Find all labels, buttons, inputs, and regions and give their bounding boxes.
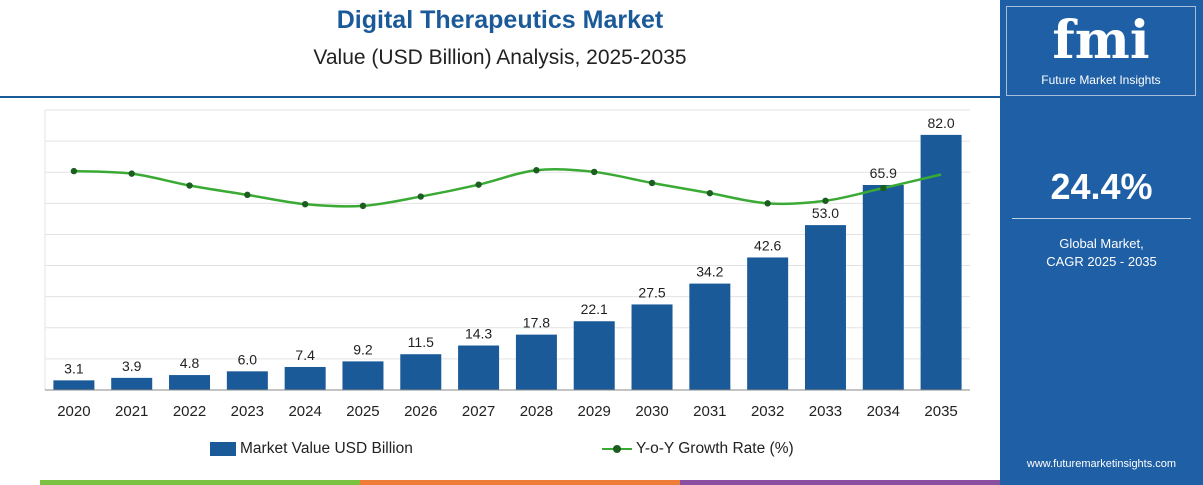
strip-orange xyxy=(360,480,680,485)
bar-value-label-2025: 9.2 xyxy=(353,341,373,357)
x-tick-label-2025: 2025 xyxy=(346,403,379,420)
chart-plot: 3.1 3.9 4.8 6.0 7.4 9.2 11.5 14.3 17.8 22.1 27.5 34… xyxy=(44,109,970,420)
bar-value-label-2032: 42.6 xyxy=(754,237,781,253)
x-tick-label-2035: 2035 xyxy=(924,403,957,420)
cagr-label-line2: CAGR 2025 - 2035 xyxy=(1046,254,1157,269)
bar-2028 xyxy=(515,334,557,390)
bar-2030 xyxy=(631,304,673,390)
x-tick-label-2031: 2031 xyxy=(693,403,726,420)
x-tick-label-2032: 2032 xyxy=(751,403,784,420)
cagr-value: 24.4% xyxy=(1050,166,1153,207)
bar-value-label-2021: 3.9 xyxy=(122,358,142,374)
bar-2020 xyxy=(53,380,95,390)
fmi-logo: fmi Future Market Insights xyxy=(1006,6,1196,96)
bar-value-label-2029: 22.1 xyxy=(581,301,608,317)
title-divider xyxy=(0,96,1000,98)
x-tick-label-2028: 2028 xyxy=(520,403,553,420)
bar-value-label-2034: 65.9 xyxy=(870,165,897,181)
x-tick-label-2023: 2023 xyxy=(231,403,264,420)
growth-rate-point-2022 xyxy=(186,182,193,189)
x-tick-label-2021: 2021 xyxy=(115,403,148,420)
x-tick-label-2020: 2020 xyxy=(57,403,90,420)
chart-title: Digital Therapeutics Market xyxy=(336,6,664,34)
legend-item-market-value: Market Value USD Billion xyxy=(210,440,413,458)
website-link[interactable]: www.futuremarketinsights.com xyxy=(1026,458,1177,470)
growth-rate-line xyxy=(73,168,942,208)
growth-rate-point-2031 xyxy=(706,189,714,197)
bar-2023 xyxy=(226,371,268,390)
growth-rate-point-2029 xyxy=(591,168,598,176)
bar-2022 xyxy=(169,375,211,390)
logo-subtext: Future Market Insights xyxy=(1041,73,1161,87)
bar-value-label-2031: 34.2 xyxy=(696,264,723,280)
bar-2031 xyxy=(689,283,731,390)
growth-rate-point-2020 xyxy=(70,167,78,175)
bar-2025 xyxy=(342,361,384,390)
bar-2033 xyxy=(804,225,846,390)
growth-rate-point-2023 xyxy=(244,191,251,199)
bar-2032 xyxy=(747,257,789,390)
bars-group xyxy=(53,134,962,390)
bar-2021 xyxy=(111,377,153,390)
chart-legend: Market Value USD Billion Y-o-Y Growth Ra… xyxy=(210,440,850,462)
bar-value-label-2026: 11.5 xyxy=(408,334,434,350)
bottom-color-strip xyxy=(40,480,1000,485)
x-tick-label-2024: 2024 xyxy=(288,403,321,420)
x-tick-label-2027: 2027 xyxy=(462,403,495,420)
panel-divider xyxy=(1012,218,1191,219)
x-tick-label-2026: 2026 xyxy=(404,403,437,420)
bar-2024 xyxy=(284,366,326,390)
bar-2026 xyxy=(400,354,442,390)
strip-green xyxy=(40,480,360,485)
bar-value-label-2023: 6.0 xyxy=(238,351,258,367)
legend-label-market-value: Market Value USD Billion xyxy=(240,440,413,457)
growth-rate-point-2027 xyxy=(475,181,482,188)
bar-value-label-2035: 82.0 xyxy=(927,115,954,131)
x-tick-label-2034: 2034 xyxy=(867,403,900,420)
growth-rate-point-2032 xyxy=(764,200,771,207)
bar-value-label-2024: 7.4 xyxy=(295,347,315,363)
growth-rate-point-2030 xyxy=(648,179,656,187)
legend-item-growth-rate: Y-o-Y Growth Rate (%) xyxy=(602,440,794,458)
bar-2035 xyxy=(920,134,962,390)
x-tick-label-2029: 2029 xyxy=(578,403,611,420)
legend-bar-swatch xyxy=(210,442,236,456)
side-panel: fmi Future Market Insights 24.4% Global … xyxy=(1000,0,1203,485)
x-tick-label-2033: 2033 xyxy=(809,403,842,420)
growth-rate-point-2026 xyxy=(417,193,424,200)
x-axis: 2020 2021 2022 2023 2024 2025 2026 2027 2028 2029… xyxy=(45,389,970,420)
growth-rate-point-2025 xyxy=(359,202,367,210)
x-tick-label-2022: 2022 xyxy=(173,403,206,420)
logo-wordmark: fmi xyxy=(1052,10,1150,71)
growth-line-group xyxy=(70,167,942,210)
chart-subtitle: Value (USD Billion) Analysis, 2025-2035 xyxy=(313,46,687,69)
bar-value-label-2030: 27.5 xyxy=(638,284,665,300)
bar-2027 xyxy=(458,345,500,390)
cagr-label-line1: Global Market, xyxy=(1059,236,1144,251)
strip-purple xyxy=(680,480,1000,485)
bar-value-label-2022: 4.8 xyxy=(180,355,200,371)
bar-2029 xyxy=(573,321,615,390)
bar-value-label-2027: 14.3 xyxy=(465,326,492,342)
legend-line-swatch xyxy=(602,442,632,456)
growth-rate-point-2033 xyxy=(822,197,829,204)
grid-lines xyxy=(44,109,970,391)
growth-rate-point-2021 xyxy=(128,170,135,177)
bar-value-label-2033: 53.0 xyxy=(812,205,839,221)
growth-rate-point-2034 xyxy=(880,184,887,192)
x-tick-label-2030: 2030 xyxy=(635,403,668,420)
bar-value-label-2028: 17.8 xyxy=(523,315,550,331)
legend-label-growth-rate: Y-o-Y Growth Rate (%) xyxy=(636,440,794,457)
growth-rate-point-2028 xyxy=(533,167,540,174)
bar-value-label-2020: 3.1 xyxy=(64,360,84,376)
bar-2034 xyxy=(862,184,904,390)
growth-rate-point-2024 xyxy=(301,200,309,208)
value-labels-group: 3.1 3.9 4.8 6.0 7.4 9.2 11.5 14.3 17.8 22.1 27.5 34… xyxy=(64,115,955,376)
